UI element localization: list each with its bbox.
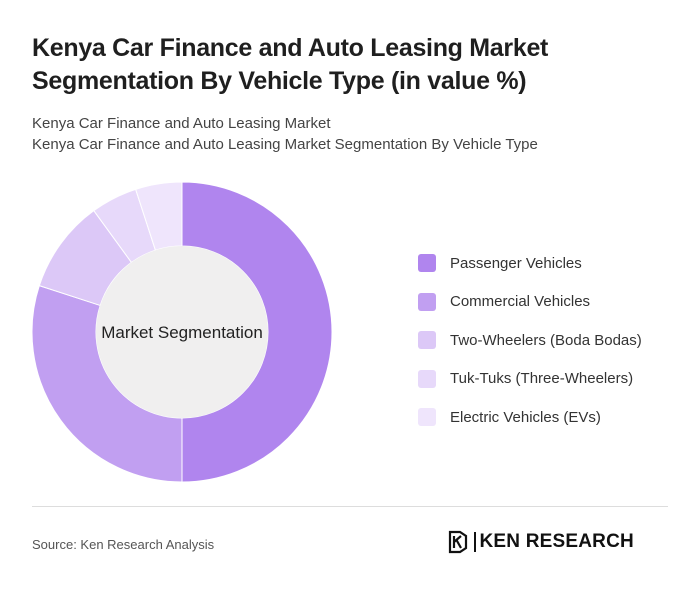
brand-separator — [474, 532, 476, 552]
legend-swatch — [418, 254, 436, 273]
subtitle-line-2: Kenya Car Finance and Auto Leasing Marke… — [32, 136, 538, 153]
brand-name: KEN RESEARCH — [479, 531, 634, 552]
legend-swatch — [418, 408, 436, 427]
legend-item[interactable]: Commercial Vehicles — [418, 283, 642, 322]
chart-legend: Passenger Vehicles Commercial Vehicles Two… — [418, 244, 642, 437]
legend-swatch — [418, 331, 436, 350]
subtitle-line-1: Kenya Car Finance and Auto Leasing Marke… — [32, 115, 331, 132]
legend-label: Commercial Vehicles — [450, 293, 591, 311]
legend-swatch — [418, 369, 436, 388]
donut-chart: Market Segmentation — [31, 181, 333, 483]
ken-research-k-logo-icon — [448, 530, 468, 554]
legend-swatch — [418, 292, 436, 311]
legend-label: Passenger Vehicles — [450, 254, 582, 272]
chart-title: Kenya Car Finance and Auto Leasing Marke… — [32, 34, 549, 95]
footer-divider — [32, 506, 668, 507]
legend-label: Tuk-Tuks (Three-Wheelers) — [450, 370, 634, 388]
legend-label: Two-Wheelers (Boda Bodas) — [450, 331, 642, 349]
source-note: Source: Ken Research Analysis — [32, 537, 215, 552]
chart-subtitle: Kenya Car Finance and Auto Leasing Marke… — [32, 113, 672, 155]
legend-label: Electric Vehicles (EVs) — [450, 408, 601, 426]
legend-item[interactable]: Tuk-Tuks (Three-Wheelers) — [418, 360, 642, 399]
center-label: Market Segmentation — [101, 323, 263, 342]
legend-item[interactable]: Two-Wheelers (Boda Bodas) — [418, 321, 642, 360]
donut-slices — [31, 181, 333, 483]
legend-item[interactable]: Electric Vehicles (EVs) — [418, 398, 642, 437]
brand-logo: KEN RESEARCH — [448, 530, 634, 554]
donut-center — [96, 246, 268, 418]
legend-item[interactable]: Passenger Vehicles — [418, 244, 642, 283]
